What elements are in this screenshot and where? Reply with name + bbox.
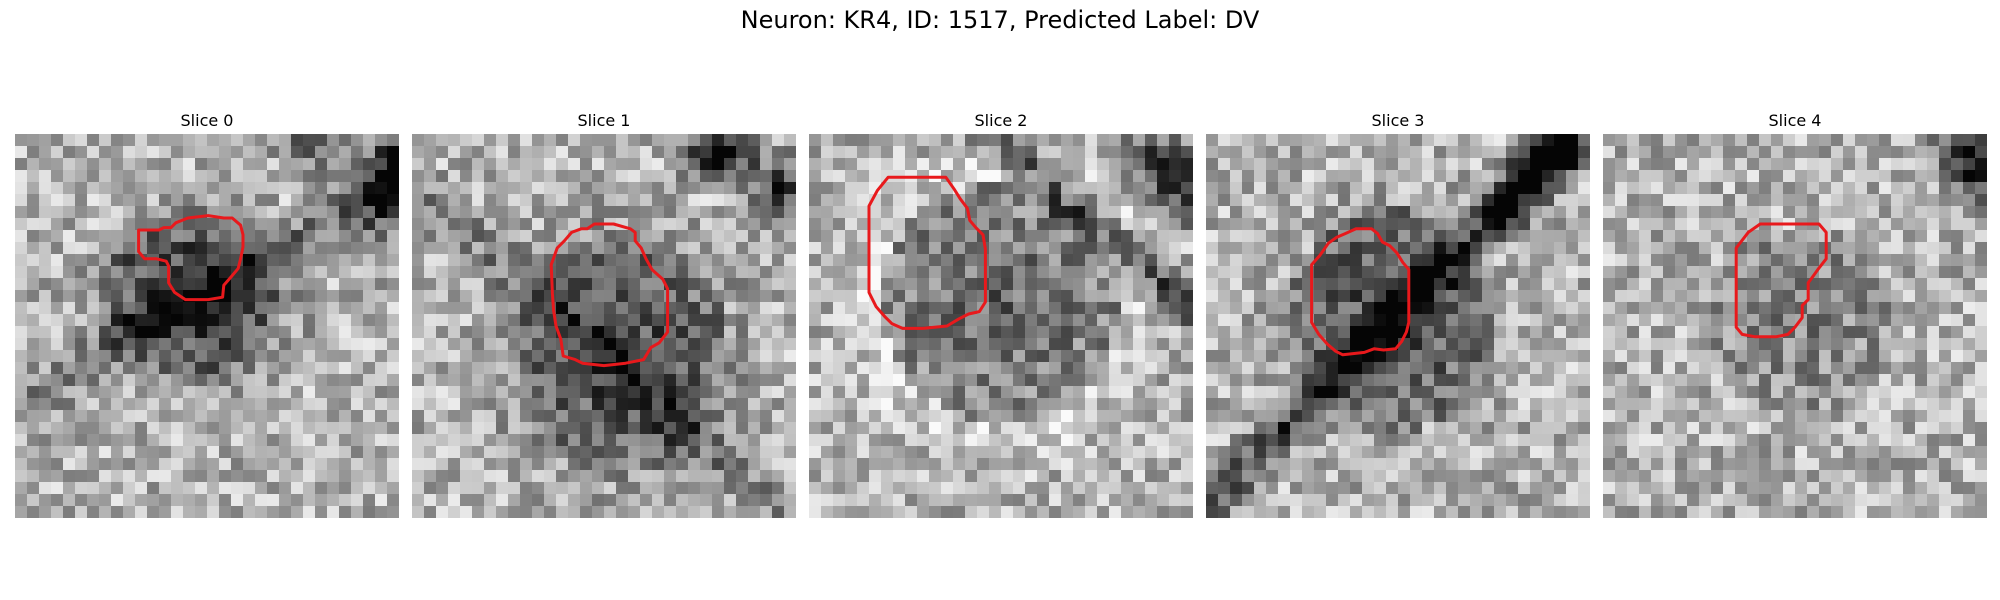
slice-title: Slice 2 [974, 111, 1028, 130]
slice-title: Slice 4 [1768, 111, 1822, 130]
roi-contour [549, 222, 670, 368]
slice-title: Slice 3 [1371, 111, 1425, 130]
slice-image [809, 134, 1193, 518]
slice-image [15, 134, 399, 518]
slice-panel-0: Slice 0 [15, 108, 399, 518]
slice-panel-1: Slice 1 [412, 108, 796, 518]
slice-title: Slice 0 [180, 111, 234, 130]
figure-title: Neuron: KR4, ID: 1517, Predicted Label: … [740, 6, 1260, 34]
roi-contour [867, 175, 987, 330]
roi-contour [1310, 227, 1411, 357]
slice-image [1603, 134, 1987, 518]
slice-image [1206, 134, 1590, 518]
roi-contour [1734, 222, 1828, 339]
slice-title: Slice 1 [577, 111, 631, 130]
slice-image [412, 134, 796, 518]
slice-panel-2: Slice 2 [809, 108, 1193, 518]
slice-panel-4: Slice 4 [1603, 108, 1987, 518]
slice-panel-3: Slice 3 [1206, 108, 1590, 518]
roi-contour [137, 214, 245, 302]
